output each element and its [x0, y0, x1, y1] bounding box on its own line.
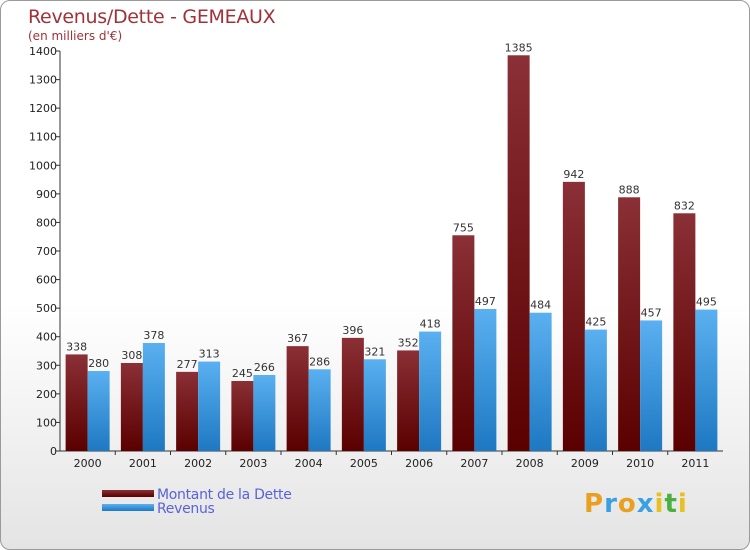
- data-label-dette: 277: [177, 358, 198, 371]
- y-tick-label: 300: [36, 359, 57, 372]
- logo-letter: i: [677, 489, 688, 519]
- y-tick-label: 700: [36, 245, 57, 258]
- bar-dette: [341, 337, 364, 451]
- data-label-dette: 352: [398, 336, 419, 349]
- x-tick-label: 2007: [460, 457, 488, 470]
- bar-dette: [120, 363, 143, 451]
- data-label-dette: 396: [342, 324, 363, 337]
- data-label-revenus: 321: [364, 345, 385, 358]
- data-label-revenus: 280: [88, 357, 109, 370]
- y-tick-label: 1300: [29, 74, 57, 87]
- y-tick-label: 100: [36, 416, 57, 429]
- bar-dette: [673, 213, 696, 451]
- y-tick-label: 400: [36, 331, 57, 344]
- bar-dette: [618, 197, 641, 451]
- legend-label-dette: Montant de la Dette: [157, 487, 292, 503]
- bar-revenus: [695, 309, 718, 451]
- data-label-dette: 308: [121, 349, 142, 362]
- data-label-revenus: 378: [143, 329, 164, 342]
- bar-dette: [507, 55, 530, 452]
- data-label-revenus: 286: [309, 355, 330, 368]
- bar-revenus: [308, 369, 331, 451]
- data-label-revenus: 457: [641, 306, 662, 319]
- x-tick-label: 2011: [681, 457, 709, 470]
- data-label-dette: 1385: [505, 41, 533, 54]
- bar-revenus: [584, 329, 607, 451]
- bar-revenus: [529, 312, 552, 451]
- bar-dette: [562, 181, 585, 451]
- bar-dette: [397, 350, 420, 451]
- bar-revenus: [198, 361, 221, 451]
- logo-letter: P: [584, 489, 605, 519]
- bar-revenus: [363, 359, 386, 451]
- data-label-dette: 367: [287, 332, 308, 345]
- data-label-dette: 942: [563, 168, 584, 181]
- bar-dette: [231, 381, 254, 451]
- logo-letter: o: [617, 489, 637, 519]
- y-tick-label: 900: [36, 188, 57, 201]
- data-label-dette: 888: [619, 183, 640, 196]
- chart-subtitle: (en milliers d'€): [28, 29, 123, 43]
- data-label-revenus: 497: [475, 295, 496, 308]
- x-tick-label: 2003: [239, 457, 267, 470]
- bars: [65, 55, 718, 452]
- data-label-revenus: 313: [199, 348, 220, 361]
- data-label-revenus: 418: [420, 318, 441, 331]
- x-tick-label: 2004: [295, 457, 323, 470]
- x-tick-label: 2006: [405, 457, 433, 470]
- bar-revenus: [474, 309, 497, 451]
- bar-revenus: [419, 331, 442, 451]
- bar-revenus: [640, 320, 663, 451]
- legend-label-revenus: Revenus: [157, 501, 215, 517]
- y-tick-label: 1400: [29, 45, 57, 58]
- data-label-revenus: 266: [254, 361, 275, 374]
- axes: 0 100 200 300 400 500 600 700 800 900 1000 1100 1200…: [29, 45, 723, 470]
- y-tick-label: 800: [36, 216, 57, 229]
- x-tick-label: 2008: [516, 457, 544, 470]
- x-tick-label: 2002: [184, 457, 212, 470]
- data-label-dette: 832: [674, 199, 695, 212]
- legend-swatch-dette: [102, 490, 154, 497]
- bar-dette: [176, 371, 199, 451]
- y-tick-label: 1000: [29, 159, 57, 172]
- bar-dette: [452, 235, 475, 451]
- proxiti-logo: Proxiti: [584, 489, 688, 519]
- data-label-dette: 245: [232, 367, 253, 380]
- x-tick-label: 2005: [350, 457, 378, 470]
- legend-swatch-revenus: [102, 504, 154, 511]
- logo-letter: i: [654, 489, 665, 519]
- logo-letter: t: [664, 489, 678, 519]
- logo-letter: r: [604, 489, 618, 519]
- y-tick-label: 600: [36, 274, 57, 287]
- y-tick-label: 200: [36, 388, 57, 401]
- bar-dette: [65, 354, 88, 451]
- y-tick-label: 1200: [29, 102, 57, 115]
- y-tick-label: 0: [50, 445, 57, 458]
- data-label-dette: 338: [66, 340, 87, 353]
- y-tick-label: 1100: [29, 131, 57, 144]
- data-label-revenus: 425: [585, 316, 606, 329]
- data-label-revenus: 484: [530, 299, 551, 312]
- logo-letter: x: [636, 489, 655, 519]
- bar-revenus: [253, 375, 276, 451]
- bar-dette: [286, 346, 309, 451]
- x-tick-label: 2010: [626, 457, 654, 470]
- x-tick-label: 2000: [74, 457, 102, 470]
- x-tick-label: 2001: [129, 457, 157, 470]
- data-label-revenus: 495: [696, 296, 717, 309]
- x-tick-label: 2009: [571, 457, 599, 470]
- bar-revenus: [87, 371, 110, 451]
- data-label-dette: 755: [453, 221, 474, 234]
- bar-revenus: [142, 343, 165, 451]
- chart-title: Revenus/Dette - GEMEAUX: [28, 6, 276, 28]
- y-tick-label: 500: [36, 302, 57, 315]
